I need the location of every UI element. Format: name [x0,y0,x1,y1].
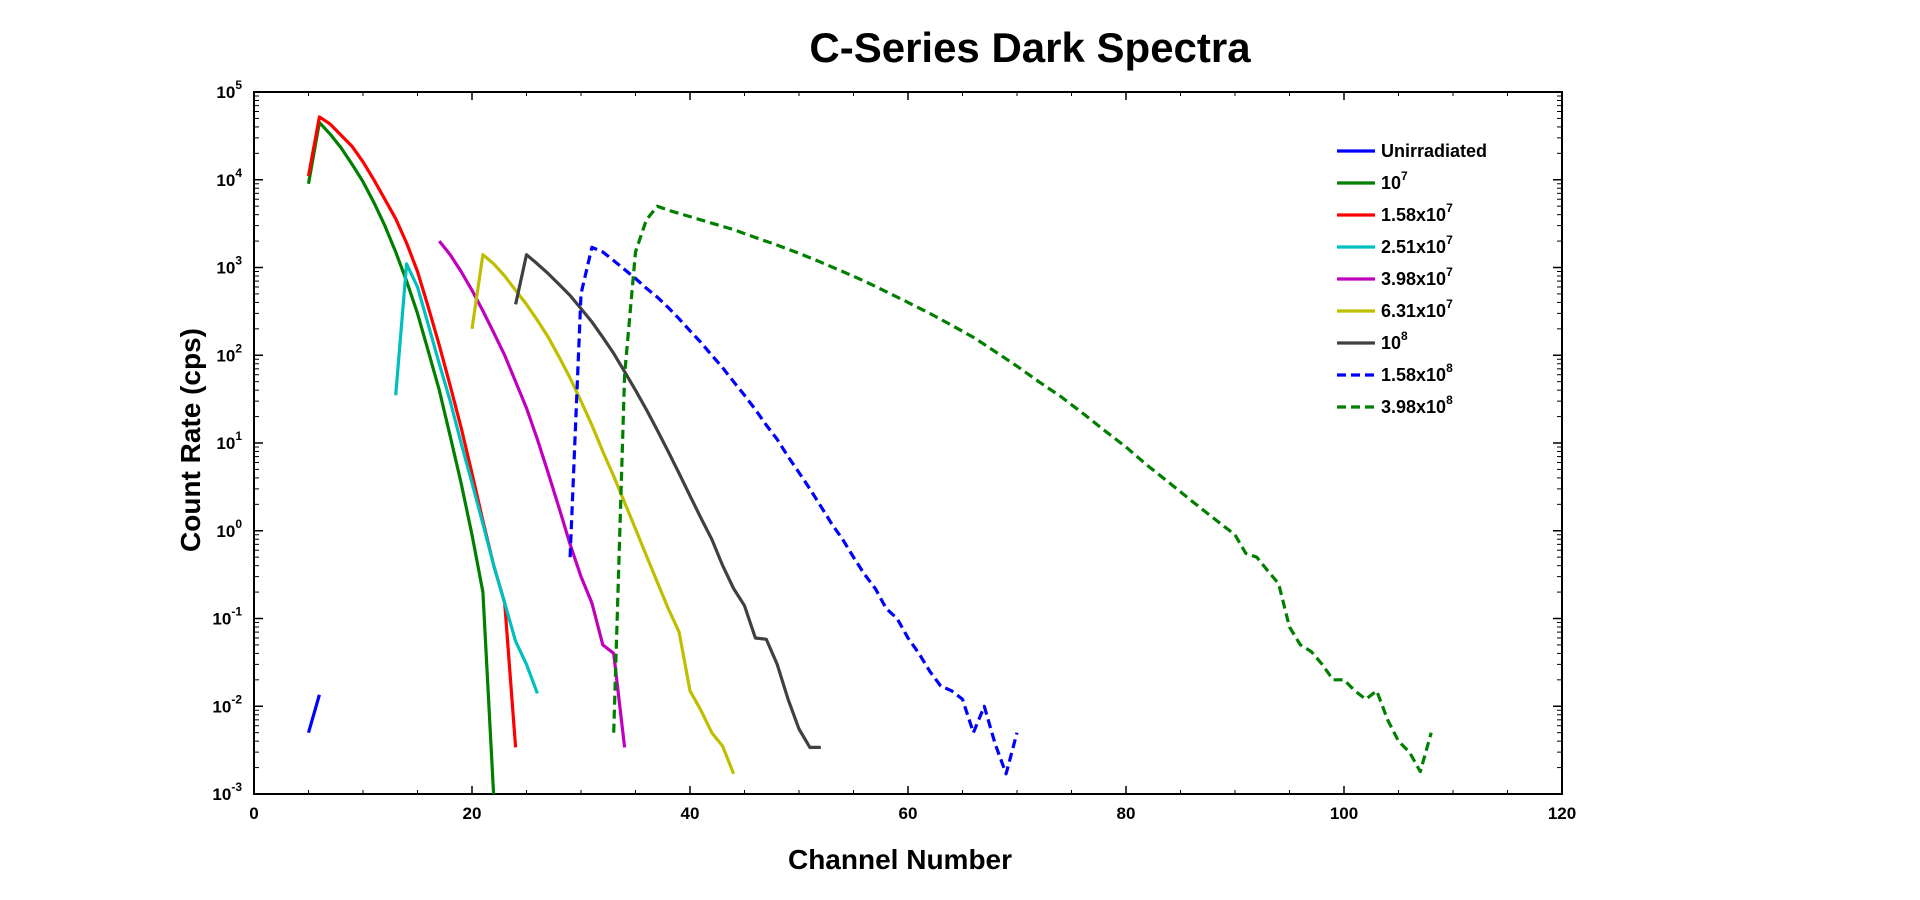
series-line-8 [568,245,1019,776]
series-line-6 [470,253,736,775]
series-line-1 [306,694,321,734]
y-tick-label: 103 [216,254,242,278]
legend-label: 3.98x108 [1381,393,1453,417]
y-tick-label: 10-2 [212,692,242,716]
x-tick-label: 80 [1117,804,1136,823]
y-tick-label: 10-1 [212,605,242,629]
legend-label: 3.98x107 [1381,265,1453,289]
series-line-7 [514,253,821,750]
y-tick-label: 102 [216,341,242,365]
x-tick-label: 100 [1330,804,1358,823]
series-line-9 [612,204,1433,774]
y-axis-label: Count Rate (cps) [175,328,206,552]
x-axis-ticks: 0 20 40 60 80 100 120 [249,92,1576,823]
x-axis-label: Channel Number [788,844,1012,875]
legend-label: 2.51x107 [1381,233,1453,257]
x-tick-label: 60 [899,804,918,823]
legend-label: 108 [1381,329,1408,353]
legend-label: 6.31x107 [1381,297,1453,321]
x-tick-label: 40 [681,804,700,823]
legend: Unirradiated 107 1.58x107 2.51x107 3.98x107 6… [1337,141,1487,417]
series-line-2 [306,120,496,794]
y-tick-label: 10-3 [212,780,242,804]
legend-label: 1.58x108 [1381,361,1453,385]
series-line-5 [438,240,627,748]
x-tick-label: 0 [249,804,258,823]
x-tick-label: 20 [463,804,482,823]
y-tick-label: 100 [216,517,242,541]
x-tick-label: 120 [1548,804,1576,823]
y-tick-label: 104 [216,166,242,190]
y-tick-label: 101 [216,429,242,453]
series-line-4 [394,262,539,694]
chart-title: C-Series Dark Spectra [809,24,1251,71]
legend-label: 107 [1381,169,1408,193]
y-tick-label: 105 [216,78,242,102]
legend-label: 1.58x107 [1381,201,1453,225]
y-axis-ticks: 10-3 10-2 10-1 100 101 102 103 104 105 [212,78,1562,804]
series-layer [306,115,1433,794]
legend-label: Unirradiated [1381,141,1487,161]
